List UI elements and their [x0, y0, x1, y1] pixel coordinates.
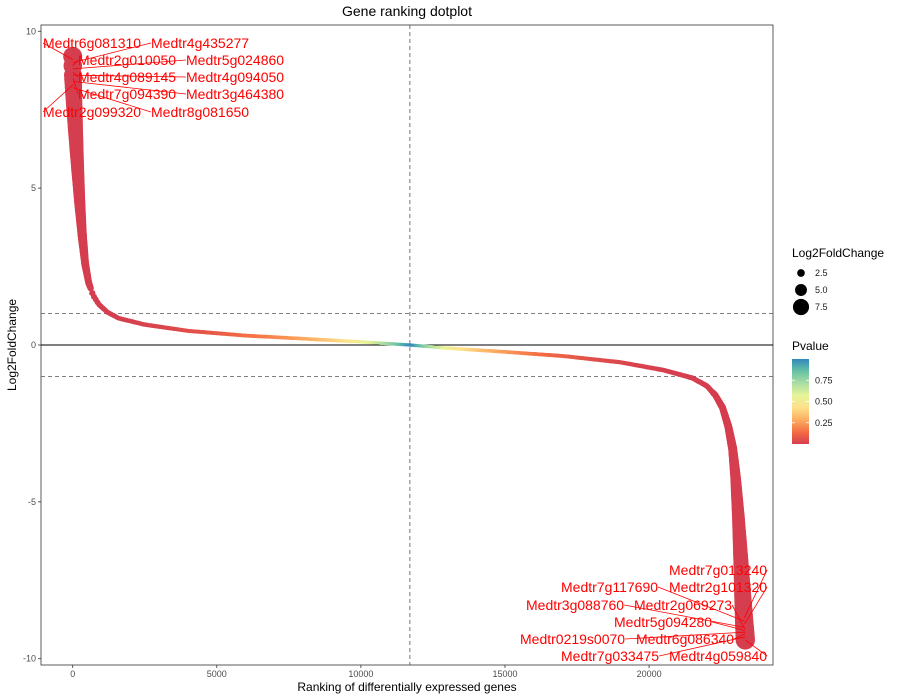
legend-color-bar [792, 359, 809, 444]
label-connector [731, 604, 746, 630]
x-axis-title: Ranking of differentially expressed gene… [297, 680, 516, 694]
y-tick-label: -10 [23, 654, 36, 664]
legend-size-label: 5.0 [815, 285, 828, 295]
x-axis: 0 5000 10000 15000 20000 [70, 665, 662, 679]
label-connector [624, 604, 745, 628]
gene-label: Medtr2g099320 [43, 104, 141, 120]
label-connector [625, 631, 746, 640]
label-connector [72, 74, 187, 78]
gene-label: Medtr8g081650 [151, 104, 249, 120]
gene-label: Medtr5g094280 [614, 614, 712, 630]
label-connector [659, 636, 746, 657]
y-axis-title: Log2FoldChange [5, 299, 19, 391]
x-tick-label: 0 [70, 669, 75, 679]
legend-color-label: 0.50 [815, 397, 833, 407]
label-connector [72, 59, 79, 67]
y-tick-label: -5 [28, 497, 36, 507]
gene-label: Medtr4g089145 [78, 69, 176, 85]
label-connector [72, 59, 187, 70]
gene-label: Medtr3g088760 [526, 597, 624, 613]
label-connector [72, 71, 79, 78]
label-connector [73, 87, 152, 113]
label-connector [72, 42, 152, 63]
label-connector [42, 84, 74, 113]
legend-size-label: 2.5 [815, 268, 828, 278]
chart-title: Gene ranking dotplot [342, 3, 472, 19]
gene-label: Medtr5g024860 [186, 52, 284, 68]
gene-label: Medtr7g094390 [78, 86, 176, 102]
x-tick-label: 5000 [207, 669, 227, 679]
legend-color-label: 0.25 [815, 418, 833, 428]
legend-size-title: Log2FoldChange [792, 246, 884, 260]
label-connector [42, 42, 73, 60]
gene-label: Medtr7g117690 [561, 579, 658, 595]
gene-label: Medtr6g081310 [43, 35, 141, 51]
y-axis: -10 -5 0 5 10 [23, 26, 41, 664]
legend-color: Pvalue 0.25 0.50 0.75 [792, 339, 833, 444]
gene-label: Medtr2g101320 [669, 579, 767, 595]
legend-size-key [797, 269, 805, 277]
label-connector [745, 639, 768, 657]
x-tick-label: 10000 [348, 669, 373, 679]
label-connector [733, 633, 746, 640]
y-tick-label: 5 [31, 183, 36, 193]
label-connector [72, 78, 79, 95]
data-point [408, 343, 413, 347]
legend-size: Log2FoldChange 2.5 5.0 7.5 [792, 246, 884, 316]
label-connector [657, 586, 745, 622]
label-connector [743, 569, 768, 619]
legend-size-key [792, 298, 810, 316]
legend-size-key [795, 284, 807, 296]
label-connector [744, 586, 768, 625]
gene-label: Medtr0219s0070 [520, 631, 625, 647]
label-connector [711, 621, 746, 631]
gene-label: Medtr3g464380 [186, 86, 284, 102]
gene-label: Medtr4g059840 [669, 648, 767, 664]
x-tick-label: 15000 [492, 669, 517, 679]
legend-color-label: 0.75 [815, 375, 833, 385]
gene-label: Medtr4g094050 [186, 69, 284, 85]
y-tick-label: 10 [26, 26, 36, 36]
gene-label: Medtr2g010050 [78, 52, 176, 68]
gene-label: Medtr2g069273 [634, 597, 732, 613]
x-tick-label: 20000 [637, 669, 662, 679]
data-point [87, 284, 94, 292]
gene-label: Medtr7g013240 [669, 562, 767, 578]
label-connector [73, 81, 187, 95]
label-connector-lines [42, 42, 768, 657]
gene-label: Medtr7g033475 [561, 648, 659, 664]
gene-label: Medtr4g435277 [151, 35, 249, 51]
legend-color-title: Pvalue [792, 339, 829, 353]
gene-label: Medtr6g086340 [636, 631, 734, 647]
data-points [63, 46, 755, 650]
legend-size-label: 7.5 [815, 302, 828, 312]
y-tick-label: 0 [31, 340, 36, 350]
